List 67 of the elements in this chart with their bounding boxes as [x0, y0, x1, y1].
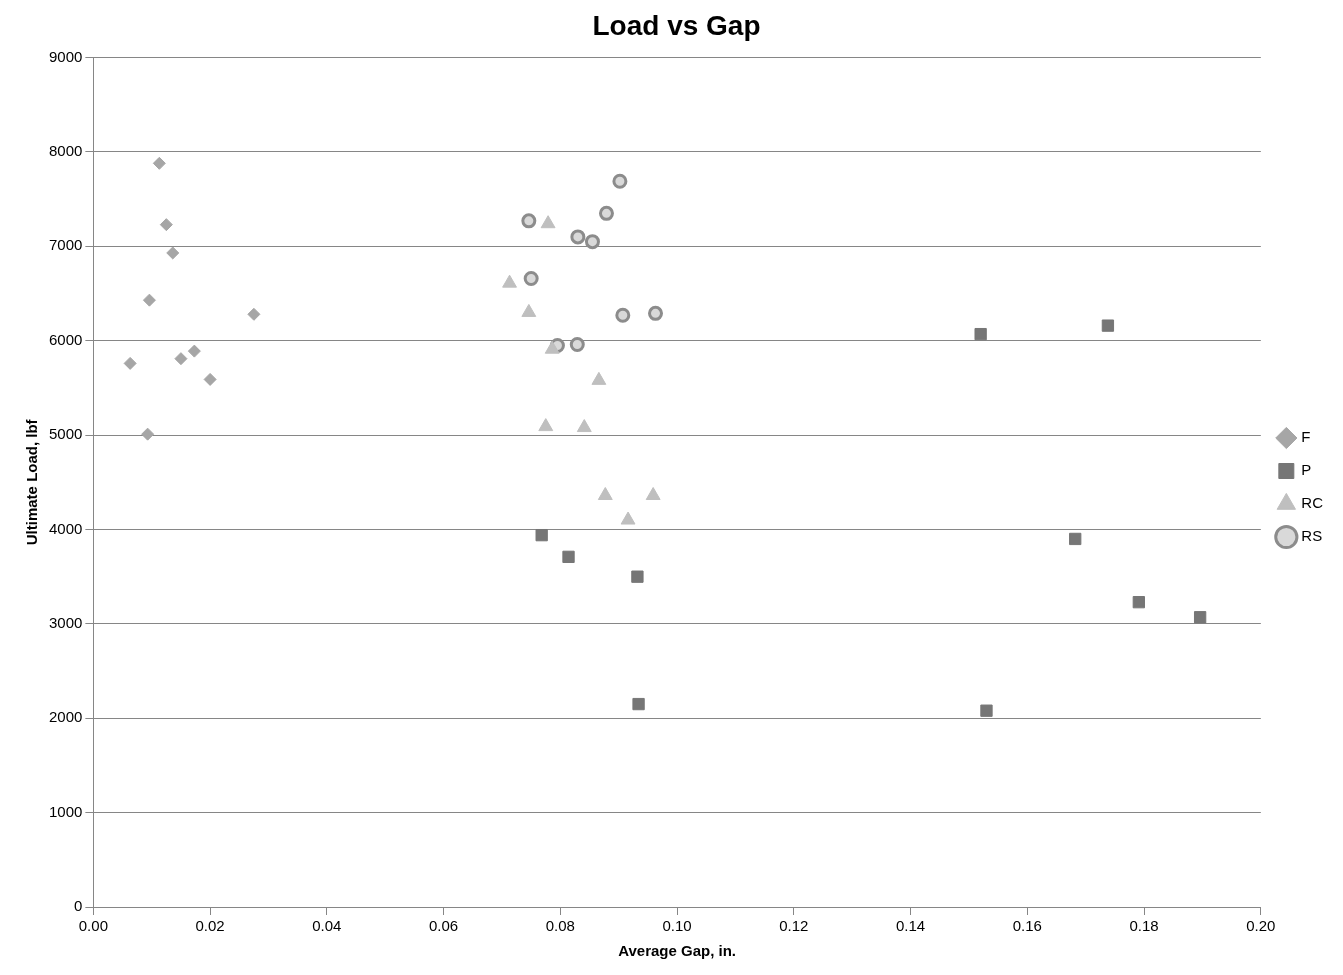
y-tick-label: 2000	[48, 708, 83, 726]
point	[632, 697, 645, 711]
point	[521, 213, 537, 229]
point	[247, 307, 261, 321]
legend-label: F	[1301, 428, 1311, 446]
x-tick-label: 0.06	[429, 917, 459, 935]
point	[620, 511, 636, 525]
y-tick-label: 5000	[48, 425, 83, 443]
point	[502, 274, 517, 288]
point	[612, 173, 628, 189]
y-tick-label: 4000	[48, 519, 83, 537]
point	[1193, 611, 1207, 624]
x-tick-label: 0.10	[662, 917, 692, 935]
point	[538, 418, 554, 432]
point	[569, 337, 585, 353]
chart-title: Load vs Gap	[592, 9, 761, 41]
point	[974, 327, 987, 341]
point	[1132, 596, 1145, 609]
point	[648, 305, 663, 321]
point	[540, 215, 556, 229]
x-tick-label: 0.00	[78, 917, 108, 935]
legend-label: P	[1301, 461, 1312, 479]
point	[142, 293, 156, 307]
legend-label: RC	[1301, 494, 1324, 512]
point	[645, 487, 661, 501]
point	[584, 234, 600, 250]
point	[535, 529, 548, 542]
point	[521, 303, 537, 317]
y-tick-label: 3000	[48, 614, 83, 632]
point	[152, 156, 166, 170]
y-tick-label: 0	[74, 897, 83, 915]
y-tick-label: 1000	[48, 802, 83, 820]
x-tick-label: 0.14	[895, 917, 926, 935]
y-axis-title: Ultimate Load, lbf	[23, 418, 41, 546]
y-tick-label: 7000	[48, 236, 83, 254]
y-tick-label: 6000	[48, 330, 83, 348]
point	[576, 419, 592, 433]
x-tick-label: 0.08	[545, 917, 575, 935]
x-tick-label: 0.02	[195, 917, 225, 935]
point	[166, 246, 180, 260]
point	[203, 372, 217, 386]
point	[615, 307, 631, 323]
x-tick-label: 0.04	[312, 917, 342, 935]
x-axis-title: Average Gap, in.	[618, 942, 737, 960]
point	[123, 356, 137, 370]
point	[591, 371, 607, 385]
point	[631, 570, 644, 583]
point	[523, 270, 539, 286]
x-tick-label: 0.16	[1012, 917, 1042, 935]
point	[141, 427, 155, 441]
point	[980, 704, 993, 717]
x-tick-label: 0.20	[1246, 917, 1276, 935]
x-tick-label: 0.12	[779, 917, 809, 935]
y-tick-label: 8000	[48, 142, 83, 160]
point	[562, 550, 575, 564]
point	[597, 487, 613, 501]
point	[570, 229, 586, 245]
point	[1101, 319, 1115, 332]
point	[174, 352, 188, 366]
point	[159, 218, 173, 232]
y-tick-label: 9000	[48, 47, 83, 65]
point	[544, 340, 560, 354]
x-tick-label: 0.18	[1129, 917, 1159, 935]
legend-label: RS	[1301, 527, 1323, 545]
point	[187, 344, 201, 358]
point	[1069, 532, 1082, 546]
point	[598, 205, 614, 221]
